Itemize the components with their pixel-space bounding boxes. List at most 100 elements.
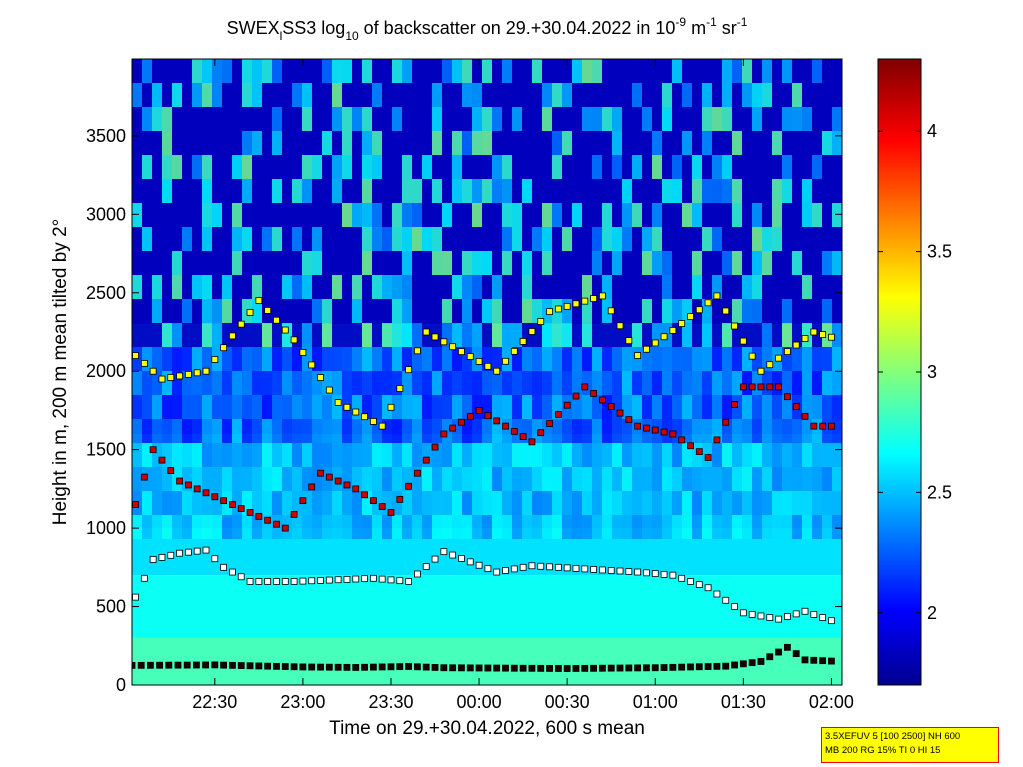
heatmap-cell bbox=[752, 299, 762, 323]
data-marker bbox=[634, 422, 642, 430]
heatmap-cell bbox=[712, 275, 722, 299]
heatmap-cell bbox=[832, 347, 842, 371]
heatmap-cell bbox=[432, 371, 442, 395]
heatmap-cell bbox=[522, 83, 532, 107]
data-marker bbox=[165, 661, 173, 669]
heatmap-cell bbox=[692, 179, 702, 203]
heatmap-cell bbox=[592, 107, 602, 131]
heatmap-cell bbox=[672, 419, 682, 443]
heatmap-cell bbox=[512, 203, 522, 227]
heatmap-cell bbox=[762, 59, 772, 83]
heatmap-cell bbox=[402, 227, 412, 251]
heatmap-cell bbox=[652, 395, 662, 419]
heatmap-cell bbox=[572, 107, 582, 131]
heatmap-cell bbox=[572, 155, 582, 179]
heatmap-cell bbox=[752, 443, 762, 467]
heatmap-cell bbox=[572, 515, 582, 539]
data-marker bbox=[625, 664, 633, 672]
heatmap-cell bbox=[562, 59, 572, 83]
title-sup3: -1 bbox=[737, 15, 748, 29]
heatmap-cell bbox=[222, 131, 232, 155]
heatmap-cell bbox=[632, 227, 642, 251]
heatmap-cell bbox=[772, 275, 782, 299]
data-marker bbox=[510, 347, 518, 355]
heatmap-cell bbox=[202, 155, 212, 179]
heatmap-cell bbox=[382, 227, 392, 251]
heatmap-cell bbox=[352, 299, 362, 323]
heatmap-cell bbox=[292, 299, 302, 323]
heatmap-cell bbox=[482, 179, 492, 203]
heatmap-cell bbox=[632, 251, 642, 275]
heatmap-cell bbox=[492, 107, 502, 131]
data-marker bbox=[713, 590, 721, 598]
heatmap-cell bbox=[812, 347, 822, 371]
heatmap-cell bbox=[432, 107, 442, 131]
heatmap-cell bbox=[272, 371, 282, 395]
heatmap-cell bbox=[492, 467, 502, 491]
heatmap-cell bbox=[222, 107, 232, 131]
heatmap-cell bbox=[542, 155, 552, 179]
data-marker bbox=[405, 663, 413, 670]
data-marker bbox=[290, 663, 298, 671]
heatmap-cell bbox=[672, 131, 682, 155]
heatmap-cell bbox=[282, 395, 292, 419]
heatmap-cell bbox=[492, 419, 502, 443]
heatmap-cell bbox=[742, 59, 752, 83]
heatmap-cell bbox=[672, 83, 682, 107]
heatmap-cell bbox=[382, 323, 392, 347]
heatmap-cell bbox=[522, 155, 532, 179]
heatmap-cell bbox=[552, 83, 562, 107]
data-marker bbox=[431, 555, 439, 563]
heatmap-cell bbox=[232, 179, 242, 203]
data-marker bbox=[590, 390, 597, 397]
heatmap-cell bbox=[452, 443, 462, 467]
heatmap-cell bbox=[232, 395, 242, 419]
heatmap-cell bbox=[152, 179, 162, 203]
heatmap-cell bbox=[342, 179, 352, 203]
heatmap-cell bbox=[402, 59, 412, 83]
data-marker bbox=[678, 574, 686, 582]
heatmap-cell bbox=[402, 491, 412, 515]
heatmap-cell bbox=[142, 227, 152, 251]
heatmap-cell bbox=[392, 251, 402, 275]
data-marker bbox=[361, 575, 368, 583]
data-marker bbox=[281, 663, 289, 670]
heatmap-cell bbox=[822, 179, 832, 203]
heatmap-cell bbox=[802, 59, 812, 83]
heatmap-cell bbox=[352, 155, 362, 179]
heatmap-cell bbox=[822, 491, 832, 515]
data-marker bbox=[387, 576, 395, 584]
heatmap-cell bbox=[412, 347, 422, 371]
heatmap-cell bbox=[162, 179, 172, 203]
heatmap-cell bbox=[412, 371, 422, 395]
heatmap-cell bbox=[622, 491, 632, 515]
data-marker bbox=[246, 509, 254, 516]
heatmap-cell bbox=[182, 371, 192, 395]
heatmap-cell bbox=[552, 179, 562, 203]
heatmap-cell bbox=[272, 347, 282, 371]
heatmap-cell bbox=[572, 371, 582, 395]
data-marker bbox=[563, 401, 571, 409]
heatmap-cell bbox=[492, 203, 502, 227]
heatmap-cell bbox=[792, 299, 802, 323]
heatmap-cell bbox=[182, 251, 192, 275]
heatmap-cell bbox=[662, 59, 672, 83]
heatmap-cell bbox=[372, 443, 382, 467]
heatmap-cell bbox=[712, 515, 722, 539]
heatmap-cell bbox=[412, 179, 422, 203]
heatmap-cell bbox=[162, 251, 172, 275]
heatmap-cell bbox=[792, 467, 802, 491]
heatmap-cell bbox=[702, 299, 712, 323]
data-marker bbox=[819, 422, 827, 430]
heatmap-cell bbox=[232, 107, 242, 131]
heatmap-cell bbox=[662, 371, 672, 395]
heatmap-cell bbox=[182, 323, 192, 347]
heatmap-cell bbox=[262, 251, 272, 275]
heatmap-cell bbox=[832, 275, 842, 299]
heatmap-cell bbox=[132, 347, 142, 371]
heatmap-cell bbox=[682, 107, 692, 131]
heatmap-cell bbox=[702, 323, 712, 347]
heatmap-cell bbox=[602, 323, 612, 347]
heatmap-cell bbox=[562, 251, 572, 275]
heatmap-cell bbox=[382, 491, 392, 515]
